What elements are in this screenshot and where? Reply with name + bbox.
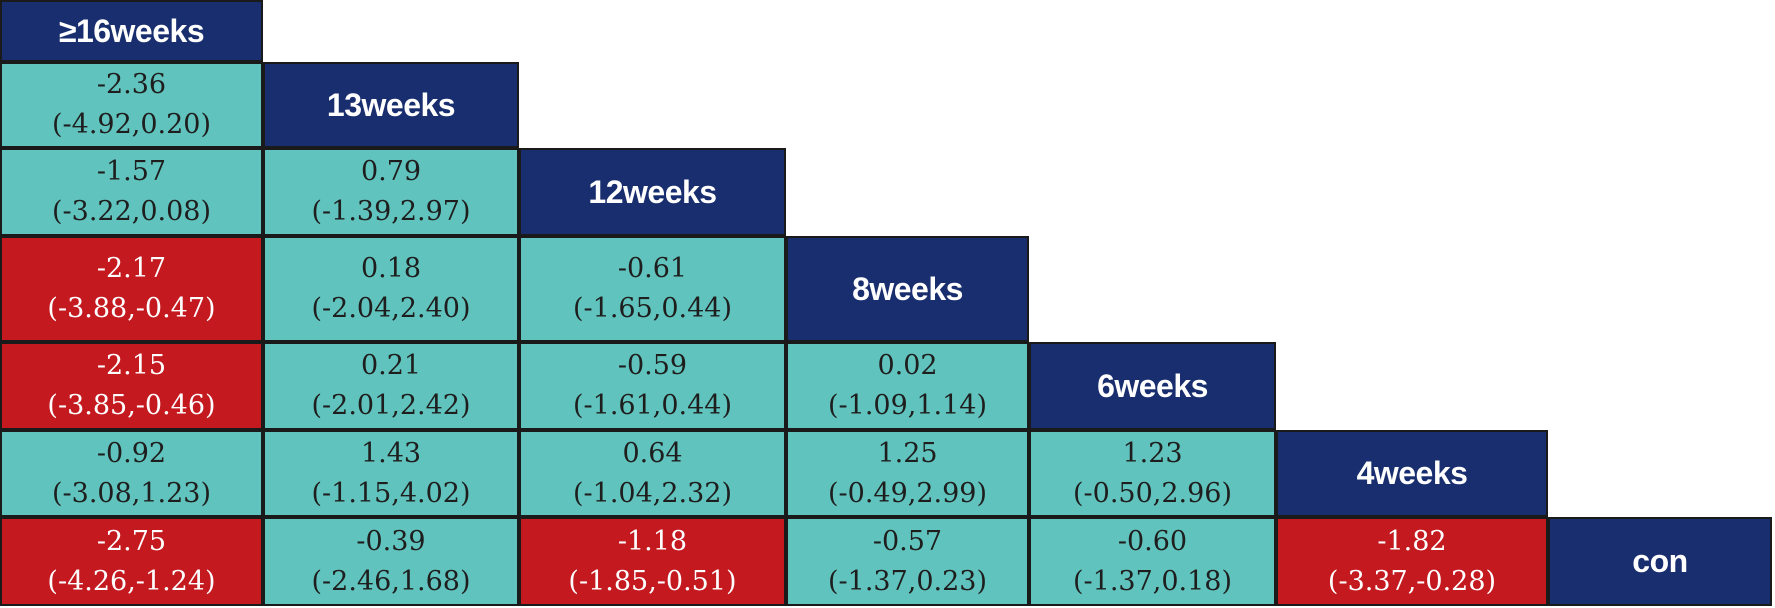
comparison-cell: -1.18 (-1.85,-0.51) <box>519 517 786 606</box>
confidence-interval: (-1.61,0.44) <box>572 390 732 421</box>
comparison-cell: 1.23 (-0.50,2.96) <box>1029 430 1276 517</box>
confidence-interval: (-1.65,0.44) <box>572 293 732 324</box>
effect-estimate: -0.39 <box>356 525 426 557</box>
treatment-header: con <box>1548 517 1772 606</box>
comparison-cell: -0.57 (-1.37,0.23) <box>786 517 1029 606</box>
comparison-cell: -0.61 (-1.65,0.44) <box>519 236 786 342</box>
effect-estimate: -0.60 <box>1117 525 1188 557</box>
confidence-interval: (-1.85,-0.51) <box>568 565 737 597</box>
effect-estimate: -2.75 <box>96 525 167 557</box>
effect-estimate: 1.25 <box>877 437 938 469</box>
confidence-interval: (-2.01,2.42) <box>311 390 471 421</box>
comparison-cell: -2.17 (-3.88,-0.47) <box>0 236 263 342</box>
comparison-cell: -1.57 (-3.22,0.08) <box>0 148 263 236</box>
treatment-header: 13weeks <box>263 62 519 148</box>
confidence-interval: (-3.08,1.23) <box>51 477 211 509</box>
comparison-cell: 0.21 (-2.01,2.42) <box>263 342 519 430</box>
effect-estimate: -1.82 <box>1377 525 1447 557</box>
effect-estimate: 0.79 <box>360 156 422 187</box>
confidence-interval: (-0.50,2.96) <box>1072 477 1232 509</box>
confidence-interval: (-1.37,0.23) <box>827 565 987 597</box>
effect-estimate: -2.36 <box>96 69 167 100</box>
confidence-interval: (-1.39,2.97) <box>311 196 471 227</box>
treatment-header: 12weeks <box>519 148 786 236</box>
effect-estimate: 0.21 <box>360 350 422 381</box>
effect-estimate: 1.43 <box>360 437 422 469</box>
effect-estimate: 0.18 <box>360 253 422 284</box>
confidence-interval: (-4.26,-1.24) <box>47 565 216 597</box>
effect-estimate: 1.23 <box>1122 437 1183 469</box>
confidence-interval: (-2.46,1.68) <box>311 565 471 597</box>
treatment-header: ≥16weeks <box>0 0 263 62</box>
effect-estimate: -1.57 <box>96 156 167 187</box>
effect-estimate: -1.18 <box>617 525 688 557</box>
confidence-interval: (-3.22,0.08) <box>51 196 211 227</box>
treatment-header: 4weeks <box>1276 430 1548 517</box>
confidence-interval: (-2.04,2.40) <box>311 293 471 324</box>
comparison-cell: 0.64 (-1.04,2.32) <box>519 430 786 517</box>
confidence-interval: (-3.85,-0.46) <box>47 390 216 421</box>
treatment-header: 8weeks <box>786 236 1029 342</box>
comparison-cell: -0.60 (-1.37,0.18) <box>1029 517 1276 606</box>
comparison-cell: -0.92 (-3.08,1.23) <box>0 430 263 517</box>
comparison-cell: 0.79 (-1.39,2.97) <box>263 148 519 236</box>
treatment-header: 6weeks <box>1029 342 1276 430</box>
confidence-interval: (-1.15,4.02) <box>311 477 471 509</box>
comparison-cell: 1.43 (-1.15,4.02) <box>263 430 519 517</box>
confidence-interval: (-1.37,0.18) <box>1072 565 1232 597</box>
effect-estimate: -2.17 <box>96 253 167 284</box>
confidence-interval: (-3.88,-0.47) <box>47 293 216 324</box>
comparison-cell: -1.82 (-3.37,-0.28) <box>1276 517 1548 606</box>
effect-estimate: -0.57 <box>872 525 943 557</box>
confidence-interval: (-1.09,1.14) <box>827 390 987 421</box>
comparison-cell: -0.59 (-1.61,0.44) <box>519 342 786 430</box>
comparison-cell: 1.25 (-0.49,2.99) <box>786 430 1029 517</box>
effect-estimate: 0.64 <box>622 437 683 469</box>
comparison-cell: 0.02 (-1.09,1.14) <box>786 342 1029 430</box>
comparison-cell: -2.75 (-4.26,-1.24) <box>0 517 263 606</box>
comparison-cell: -2.15 (-3.85,-0.46) <box>0 342 263 430</box>
effect-estimate: -0.59 <box>617 350 688 381</box>
comparison-cell: 0.18 (-2.04,2.40) <box>263 236 519 342</box>
effect-estimate: -0.92 <box>96 437 167 469</box>
comparison-cell: -2.36 (-4.92,0.20) <box>0 62 263 148</box>
effect-estimate: 0.02 <box>877 350 938 381</box>
confidence-interval: (-4.92,0.20) <box>51 109 211 140</box>
confidence-interval: (-1.04,2.32) <box>572 477 732 509</box>
effect-estimate: -0.61 <box>617 253 688 284</box>
effect-estimate: -2.15 <box>96 350 167 381</box>
confidence-interval: (-0.49,2.99) <box>827 477 987 509</box>
confidence-interval: (-3.37,-0.28) <box>1327 565 1497 597</box>
comparison-cell: -0.39 (-2.46,1.68) <box>263 517 519 606</box>
